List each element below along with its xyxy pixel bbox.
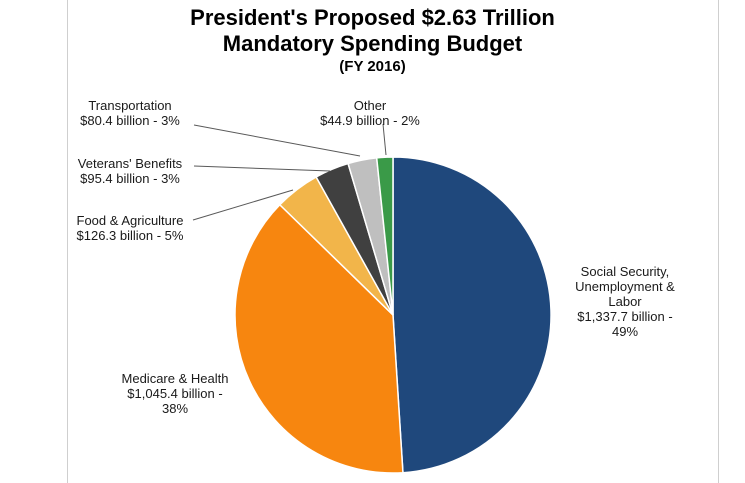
pie-slice-other xyxy=(375,156,394,316)
data-label-line: Other xyxy=(354,98,387,113)
leader-line-other xyxy=(382,123,387,156)
pie-slice-medicare-health xyxy=(234,203,404,474)
chart-title-line2: Mandatory Spending Budget xyxy=(222,31,523,56)
data-label-line: Labor xyxy=(608,294,642,309)
data-label-line: $1,337.7 billion - xyxy=(577,309,672,324)
leader-line-food-agriculture xyxy=(192,189,294,221)
data-label-line: $126.3 billion - 5% xyxy=(77,228,184,243)
data-label-line: $44.9 billion - 2% xyxy=(320,113,420,128)
left-frame-line xyxy=(67,0,68,483)
data-label-transportation: Transportation $80.4 billion - 3% xyxy=(80,98,180,128)
data-label-line: 38% xyxy=(162,401,188,416)
data-label-line: Social Security, xyxy=(581,264,670,279)
data-label-food-agriculture: Food & Agriculture $126.3 billion - 5% xyxy=(77,213,184,243)
data-label-line: Transportation xyxy=(88,98,171,113)
data-label-line: $1,045.4 billion - xyxy=(127,386,222,401)
leader-line-transportation xyxy=(193,124,361,157)
pie-slice-social-security xyxy=(392,156,552,474)
data-label-medicare-health: Medicare & Health $1,045.4 billion -38% xyxy=(122,371,229,416)
data-label-line: Food & Agriculture xyxy=(77,213,184,228)
data-label-other: Other $44.9 billion - 2% xyxy=(320,98,420,128)
data-label-line: $80.4 billion - 3% xyxy=(80,113,180,128)
data-label-line: Medicare & Health xyxy=(122,371,229,386)
data-label-line: Veterans' Benefits xyxy=(78,156,183,171)
right-frame-line xyxy=(718,0,719,483)
data-label-veterans-benefits: Veterans' Benefits $95.4 billion - 3% xyxy=(78,156,183,186)
chart-title: President's Proposed $2.63 Trillion xyxy=(190,5,555,30)
chart-subtitle: (FY 2016) xyxy=(339,58,406,75)
data-label-line: 49% xyxy=(612,324,638,339)
data-label-social-security: Social Security, Unemployment & Labor $1,33… xyxy=(575,264,675,339)
data-label-line: Unemployment & xyxy=(575,279,675,294)
leader-line-veterans-benefits xyxy=(193,165,331,172)
data-label-line: $95.4 billion - 3% xyxy=(80,171,180,186)
